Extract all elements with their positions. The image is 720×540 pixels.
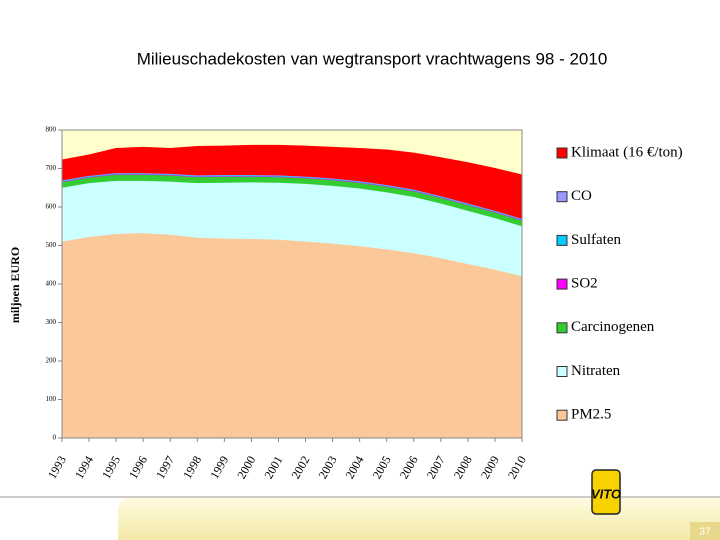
- area: [62, 174, 522, 227]
- x-tick-label: 1994: [72, 453, 96, 481]
- legend-swatch: [556, 366, 568, 377]
- logo: VITO: [591, 469, 621, 515]
- x-tick-label: 2001: [261, 453, 285, 481]
- x-tick-label: 1998: [180, 453, 204, 481]
- x-tick-label: 1995: [99, 453, 123, 481]
- y-axis-label: miljoen EURO: [8, 247, 22, 323]
- legend-label: Klimaat (16 €/ton): [571, 144, 683, 160]
- x-tick-label: 2007: [424, 453, 448, 481]
- page-number: 37: [699, 527, 711, 538]
- legend: Klimaat (16 €/ton) CO Sulfaten SO2 Carcinoge…: [556, 144, 683, 423]
- logo-mark: [591, 469, 621, 515]
- area: [62, 145, 522, 219]
- x-tick-label: 1997: [153, 453, 177, 481]
- y-tick-label: 600: [46, 203, 57, 211]
- x-tick-label: 2010: [505, 453, 529, 481]
- y-tick-label: 100: [46, 395, 57, 403]
- legend-swatch: [556, 409, 568, 421]
- legend-swatch: [556, 322, 568, 334]
- area: [62, 233, 522, 438]
- x-tick-label: 2008: [451, 453, 475, 481]
- footer-band: [118, 498, 720, 540]
- area-edge: [61, 144, 523, 176]
- x-tick-label: 2006: [397, 453, 421, 481]
- plot-border: [61, 129, 523, 439]
- chart-title: Milieuschadekosten van wegtransport vrac…: [137, 49, 608, 68]
- y-tick-label: 200: [46, 357, 57, 365]
- x-tick-label: 2009: [478, 453, 502, 481]
- x-tick-label: 1999: [207, 453, 231, 481]
- legend-swatch: [556, 191, 568, 203]
- y-tick-label: 400: [46, 280, 57, 288]
- page-number-box: [690, 522, 720, 540]
- y-tick-label: 500: [46, 241, 57, 249]
- y-tick-label: 700: [46, 164, 57, 172]
- x-tick-label: 2002: [288, 453, 312, 481]
- y-tick-label: 800: [46, 126, 57, 134]
- logo-text: VITO: [591, 486, 621, 501]
- legend-swatch: [556, 147, 568, 159]
- legend-label: Nitraten: [571, 363, 621, 379]
- x-tick-label: 2003: [315, 453, 339, 481]
- x-tick-label: 2004: [343, 453, 367, 481]
- area: [62, 180, 522, 277]
- legend-label: Sulfaten: [571, 232, 621, 248]
- x-tick-label: 2000: [234, 453, 258, 481]
- x-tick-label: 1993: [45, 453, 69, 481]
- legend-swatch: [556, 234, 568, 246]
- legend-label: Carcinogenen: [571, 319, 655, 335]
- legend-label: PM2.5: [571, 407, 611, 423]
- legend-label: SO2: [571, 276, 598, 292]
- legend-label: CO: [571, 188, 592, 204]
- y-tick-label: 0: [53, 434, 57, 442]
- x-tick-label: 1996: [126, 453, 150, 481]
- y-tick-label: 300: [46, 318, 57, 326]
- x-tick-label: 2005: [370, 453, 394, 481]
- legend-swatch: [556, 278, 568, 290]
